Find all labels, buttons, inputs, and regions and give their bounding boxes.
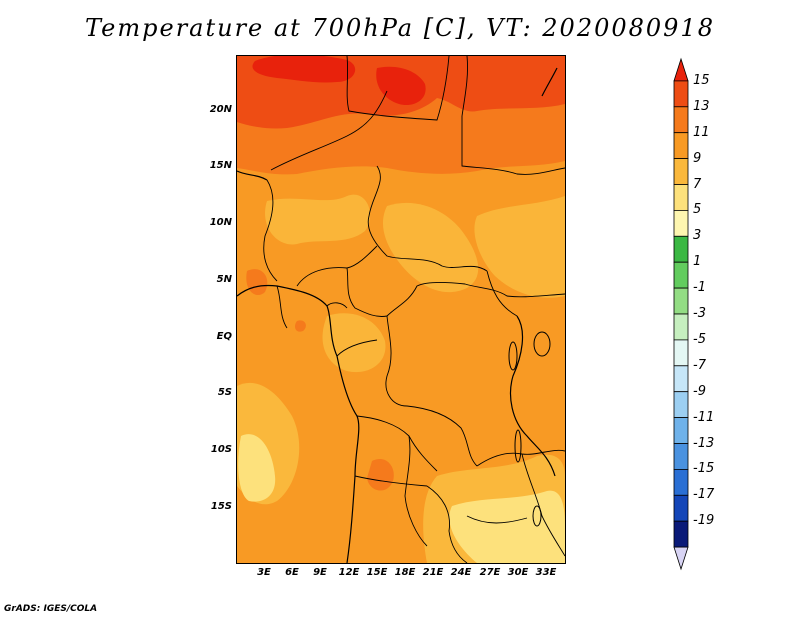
- map-canvas: [237, 56, 565, 563]
- colorbar-swatch: [673, 339, 689, 367]
- colorbar-label: 3: [693, 228, 702, 244]
- lat-label: 20N: [209, 104, 232, 115]
- field-core-15c-east: [376, 66, 426, 106]
- lat-label: 15N: [209, 160, 232, 171]
- lat-label: 5S: [217, 387, 232, 398]
- lon-label: 9E: [313, 567, 327, 578]
- country-borders: [263, 56, 565, 563]
- colorbar-swatch: [673, 443, 689, 470]
- credit-text: GrADS: IGES/COLA: [4, 604, 98, 614]
- colorbar-label: -17: [693, 487, 715, 503]
- colorbar: [673, 57, 689, 571]
- lon-label: 33E: [535, 567, 557, 578]
- colorbar-label: -13: [693, 435, 715, 451]
- colorbar-swatch: [673, 365, 689, 393]
- colorbar-label: 7: [693, 176, 702, 192]
- colorbar-label: -9: [693, 383, 706, 399]
- field-patch-7c-3: [474, 196, 565, 298]
- lon-label: 12E: [338, 567, 360, 578]
- field-patch-11c-3: [295, 320, 306, 332]
- colorbar-label: 13: [693, 98, 710, 114]
- field-patch-5c-1: [238, 434, 276, 502]
- lon-label: 15E: [366, 567, 388, 578]
- colorbar-swatch: [673, 132, 689, 159]
- colorbar-label: 15: [693, 72, 710, 88]
- field-patch-7c-1: [265, 194, 371, 245]
- colorbar-swatch: [673, 391, 689, 419]
- colorbar-swatch: [673, 209, 689, 237]
- colorbar-cap-top: [673, 57, 689, 82]
- lat-label: 10S: [210, 444, 232, 455]
- colorbar-swatch: [673, 468, 689, 496]
- field-core-15c-west: [252, 56, 356, 83]
- colorbar-label: 5: [693, 202, 702, 218]
- lon-label: 18E: [394, 567, 416, 578]
- lon-label: 21E: [422, 567, 444, 578]
- colorbar-swatch: [673, 520, 689, 548]
- colorbar-cap-bottom: [673, 546, 689, 571]
- lakes: [508, 331, 551, 527]
- lat-label: EQ: [216, 331, 232, 342]
- colorbar-swatch: [673, 417, 689, 444]
- lon-label: 6E: [285, 567, 299, 578]
- colorbar-label: -1: [693, 280, 706, 296]
- colorbar-swatch: [673, 80, 689, 108]
- lon-label: 3E: [257, 567, 271, 578]
- field-patch-7c-4: [322, 313, 386, 373]
- colorbar-swatch: [673, 494, 689, 522]
- map-title: Temperature at 700hPa [C], VT: 202008091…: [85, 14, 715, 42]
- colorbar-swatch: [673, 287, 689, 315]
- colorbar-label: -7: [693, 357, 706, 373]
- colorbar-swatch: [673, 106, 689, 134]
- temperature-map: [236, 55, 566, 564]
- colorbar-label: 11: [693, 124, 710, 140]
- colorbar-label: -5: [693, 331, 706, 347]
- colorbar-label: -3: [693, 306, 706, 321]
- colorbar-swatch: [673, 313, 689, 341]
- field-patch-11c-2: [367, 458, 394, 491]
- colorbar-label: -11: [693, 409, 715, 425]
- colorbar-swatch: [673, 158, 689, 185]
- lat-label: 5N: [216, 274, 232, 285]
- colorbar-swatch: [673, 235, 689, 263]
- field-patch-5c-2: [449, 490, 565, 563]
- colorbar-label: -19: [693, 513, 715, 529]
- colorbar-label: 9: [693, 150, 702, 166]
- lat-label: 15S: [210, 501, 232, 512]
- lat-label: 10N: [209, 217, 232, 228]
- colorbar-label: -15: [693, 461, 715, 477]
- field-patch-7c-2: [382, 202, 479, 293]
- lon-label: 30E: [507, 567, 529, 578]
- lon-label: 27E: [479, 567, 501, 578]
- lon-label: 24E: [450, 567, 472, 578]
- colorbar-label: 1: [693, 254, 702, 270]
- colorbar-swatch: [673, 261, 689, 289]
- colorbar-swatch: [673, 184, 689, 211]
